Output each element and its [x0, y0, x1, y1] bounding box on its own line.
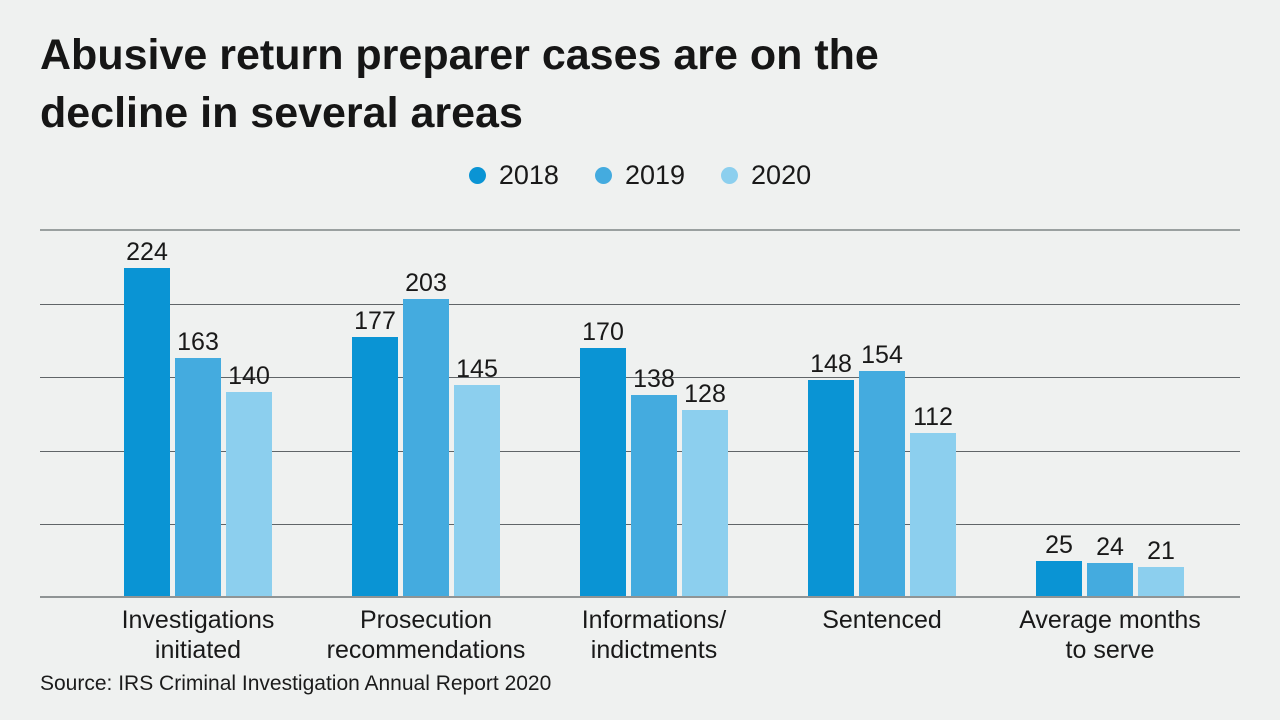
bar-value-label: 203	[405, 269, 447, 298]
bar-2018-category-5	[1036, 561, 1082, 598]
bar-group: 224 163 140 Investigations initiated	[122, 230, 275, 664]
bar-cell: 138	[631, 230, 677, 598]
category-label: Prosecution recommendations	[326, 606, 526, 664]
bar-2019-category-5	[1087, 562, 1133, 598]
bar-value-label: 128	[684, 379, 726, 408]
bar-2018-category-4	[808, 380, 854, 598]
bar-value-label: 24	[1096, 532, 1124, 561]
bar-cell: 128	[682, 230, 728, 598]
plot-area: 224 163 140 Investigations initiated 177 203 1…	[40, 229, 1240, 664]
x-axis-line	[40, 596, 1240, 598]
bar-2019-category-2	[403, 299, 449, 598]
bar-cell: 163	[175, 230, 221, 598]
legend-item-2020: 2020	[721, 160, 811, 191]
bar-cell: 203	[403, 230, 449, 598]
bar-value-label: 154	[861, 341, 903, 370]
bar-value-label: 140	[228, 361, 270, 390]
bar-value-label: 145	[456, 354, 498, 383]
legend-label: 2020	[751, 159, 812, 190]
bar-2019-category-4	[859, 371, 905, 598]
legend-label: 2018	[498, 159, 559, 190]
bar-value-label: 21	[1147, 537, 1175, 566]
legend-label: 2019	[624, 159, 686, 190]
bar-cell: 177	[352, 230, 398, 598]
bar-cell: 224	[124, 230, 170, 598]
bar-2020-category-4	[910, 433, 956, 598]
bar-cell: 140	[226, 230, 272, 598]
legend: 2018 2019 2020	[0, 158, 1280, 192]
bar-value-label: 163	[177, 328, 219, 357]
legend-item-2019: 2019	[594, 159, 686, 191]
bar-group: 25 24 21 Average months to serve	[1019, 230, 1201, 664]
category-label: Investigations initiated	[121, 606, 275, 664]
bar-2019-category-3	[631, 394, 677, 598]
bar-cell: 145	[454, 230, 500, 598]
bar-2020-category-2	[454, 384, 500, 598]
gridline	[40, 377, 1240, 379]
bar-value-label: 112	[913, 403, 953, 432]
chart-title: Abusive return preparer cases are on the…	[40, 31, 879, 137]
gridline	[40, 229, 1240, 231]
bar-2018-category-3	[580, 347, 626, 598]
legend-dot-icon	[468, 166, 486, 184]
legend-item-2018: 2018	[468, 159, 559, 191]
bar-2020-category-5	[1138, 567, 1184, 598]
bar-2020-category-3	[682, 409, 728, 598]
bar-group: 177 203 145 Prosecution recommendations	[327, 230, 526, 664]
bar-cell: 112	[910, 230, 956, 598]
bar-cell: 25	[1036, 230, 1082, 598]
category-label: Sentenced	[822, 606, 942, 634]
bar-cell: 170	[580, 230, 626, 598]
legend-dot-icon	[721, 166, 739, 184]
bar-value-label: 25	[1045, 531, 1073, 560]
source-attribution: Source: IRS Criminal Investigation Annua…	[40, 672, 552, 695]
bar-2018-category-2	[352, 337, 398, 598]
legend-dot-icon	[594, 166, 612, 184]
bar-2020-category-1	[226, 391, 272, 598]
bar-value-label: 224	[126, 238, 168, 267]
bar-cell: 21	[1138, 230, 1184, 598]
bar-value-label: 170	[582, 317, 624, 346]
gridline	[40, 303, 1240, 305]
bar-cell: 148	[808, 230, 854, 598]
category-label: Informations/ indictments	[581, 606, 727, 664]
bar-2019-category-1	[175, 358, 221, 598]
bar-2018-category-1	[124, 268, 170, 598]
bar-value-label: 177	[354, 307, 396, 336]
bar-value-label: 148	[810, 350, 852, 379]
bar-value-label: 138	[633, 364, 675, 393]
bar-cell: 154	[859, 230, 905, 598]
bar-group: 148 154 112 Sentenced	[808, 230, 956, 634]
bar-cell: 24	[1087, 230, 1133, 598]
category-label: Average months to serve	[1019, 606, 1201, 664]
bar-group: 170 138 128 Informations/ indictments	[580, 230, 728, 664]
